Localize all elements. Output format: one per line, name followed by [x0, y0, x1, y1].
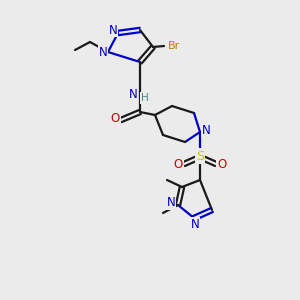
Text: N: N	[190, 218, 200, 230]
Text: H: H	[141, 93, 149, 103]
Text: N: N	[109, 23, 117, 37]
Text: Br: Br	[168, 41, 180, 51]
Text: O: O	[173, 158, 183, 170]
Text: N: N	[167, 196, 176, 209]
Text: O: O	[110, 112, 120, 125]
Text: N: N	[99, 46, 107, 59]
Text: N: N	[202, 124, 210, 137]
Text: S: S	[196, 149, 204, 163]
Text: N: N	[129, 88, 137, 101]
Text: O: O	[218, 158, 226, 170]
